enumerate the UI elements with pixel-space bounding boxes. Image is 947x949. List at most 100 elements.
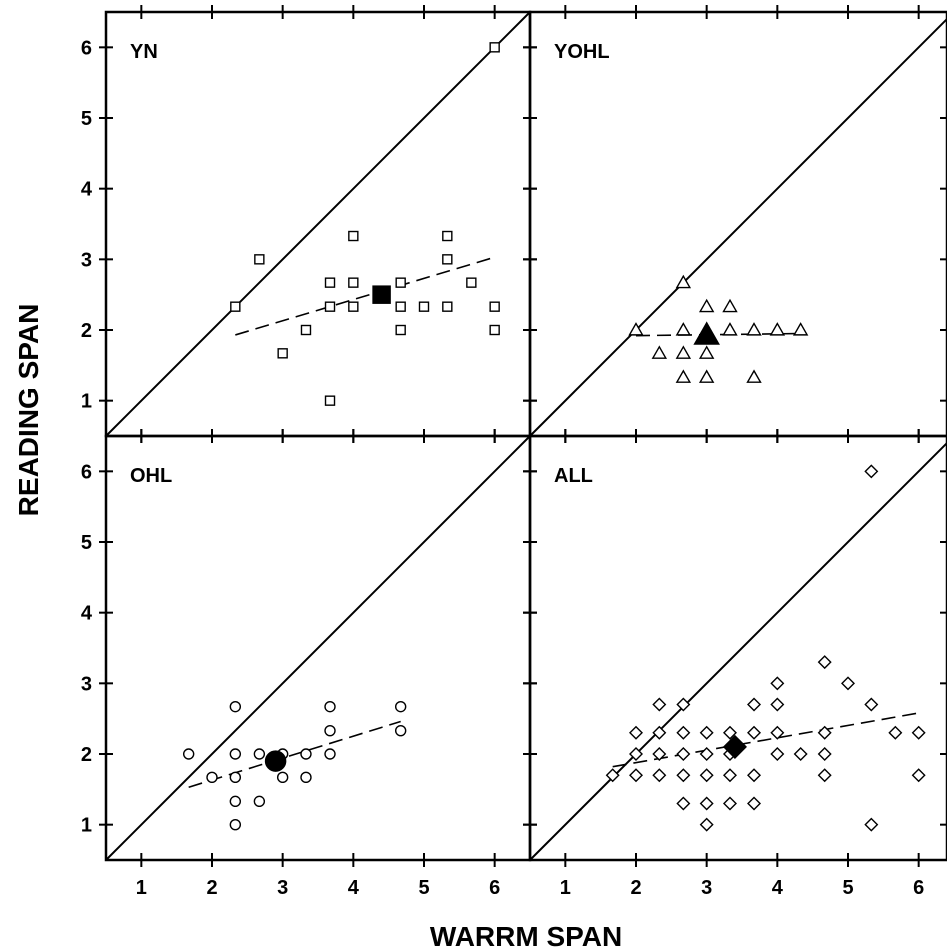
identity-line	[105, 435, 531, 861]
data-point	[652, 747, 667, 761]
data-point	[324, 301, 336, 312]
data-point	[395, 324, 406, 336]
data-point	[628, 322, 644, 336]
panel-label: YOHL	[554, 41, 610, 63]
mean-point	[722, 734, 747, 759]
y-tick-label: 1	[81, 815, 92, 837]
y-axis-label: READING SPAN	[13, 304, 44, 517]
data-point	[747, 697, 762, 712]
data-point	[888, 725, 903, 740]
x-tick-label: 4	[348, 877, 360, 899]
data-point	[229, 795, 242, 808]
x-tick-label: 2	[206, 877, 217, 899]
data-point	[747, 725, 762, 740]
y-tick-label: 3	[81, 249, 92, 271]
data-point	[698, 369, 715, 383]
data-point	[699, 817, 714, 832]
data-point	[864, 697, 879, 712]
data-point	[747, 796, 762, 811]
data-point	[395, 277, 406, 288]
data-point	[676, 747, 691, 761]
data-point	[300, 324, 312, 336]
x-tick-label: 4	[772, 877, 784, 899]
data-point	[300, 771, 312, 784]
x-tick-label: 1	[560, 877, 571, 899]
y-tick-label: 5	[81, 532, 92, 554]
data-point	[770, 747, 785, 761]
data-point	[769, 322, 786, 336]
data-point	[652, 697, 667, 712]
data-point	[629, 725, 643, 740]
data-point	[253, 795, 266, 808]
data-point	[722, 322, 738, 336]
data-point	[652, 725, 667, 740]
panel-yohl: YOHL	[523, 5, 947, 443]
data-point	[676, 725, 691, 740]
data-point	[817, 747, 832, 761]
data-point	[792, 322, 809, 336]
data-point	[793, 747, 808, 761]
data-point	[394, 700, 407, 713]
y-tick-label: 6	[81, 461, 92, 483]
data-point	[699, 768, 714, 783]
data-point	[676, 796, 691, 811]
y-tick-label: 4	[81, 603, 93, 625]
data-point	[699, 796, 714, 811]
data-point	[770, 676, 785, 691]
panel-frame	[528, 434, 947, 862]
panel-ohl: 1 2 3 4 5 6 1 2 3 4 5 6 OHL	[81, 429, 537, 899]
data-point	[348, 230, 359, 242]
data-point	[722, 725, 737, 740]
x-tick-label: 5	[418, 877, 429, 899]
data-point	[817, 768, 832, 783]
data-point	[276, 771, 289, 784]
data-point	[864, 464, 879, 479]
data-point	[324, 277, 336, 288]
x-tick-label: 2	[630, 877, 641, 899]
data-point	[911, 725, 926, 740]
data-point	[229, 818, 242, 831]
data-point	[489, 324, 500, 336]
data-point	[395, 301, 406, 312]
y-tick-label: 3	[81, 673, 92, 695]
data-point	[418, 301, 430, 312]
data-point	[652, 768, 667, 783]
identity-line	[105, 11, 531, 437]
data-point	[324, 395, 336, 406]
regression-line	[188, 720, 401, 788]
data-point	[442, 254, 453, 265]
mean-point	[372, 285, 391, 304]
data-point	[300, 748, 312, 760]
data-point	[676, 768, 691, 783]
data-point	[817, 725, 832, 740]
data-point	[489, 301, 500, 312]
panel-yn: 1 2 3 4 5 6 YN	[81, 5, 537, 443]
data-point	[206, 771, 218, 784]
x-tick-label: 3	[701, 877, 712, 899]
data-point	[675, 345, 692, 359]
data-point	[394, 724, 407, 737]
data-point	[629, 768, 643, 783]
data-point	[770, 725, 785, 740]
data-point	[254, 254, 265, 265]
data-point	[698, 345, 715, 359]
data-point	[442, 301, 453, 312]
data-point	[864, 817, 879, 832]
data-point	[747, 768, 762, 783]
x-tick-label: 6	[913, 877, 924, 899]
data-point	[348, 277, 359, 288]
data-point	[324, 724, 336, 737]
data-point	[698, 298, 715, 313]
x-tick-label: 6	[489, 877, 500, 899]
panel-label: OHL	[130, 465, 172, 487]
data-point	[817, 655, 832, 670]
data-point	[699, 747, 714, 761]
data-point	[911, 768, 926, 783]
data-point	[651, 345, 668, 359]
y-tick-label: 4	[81, 179, 93, 201]
panel-label: ALL	[554, 465, 593, 487]
data-point	[746, 322, 762, 336]
data-point	[324, 748, 336, 760]
y-tick-label: 2	[81, 320, 92, 342]
